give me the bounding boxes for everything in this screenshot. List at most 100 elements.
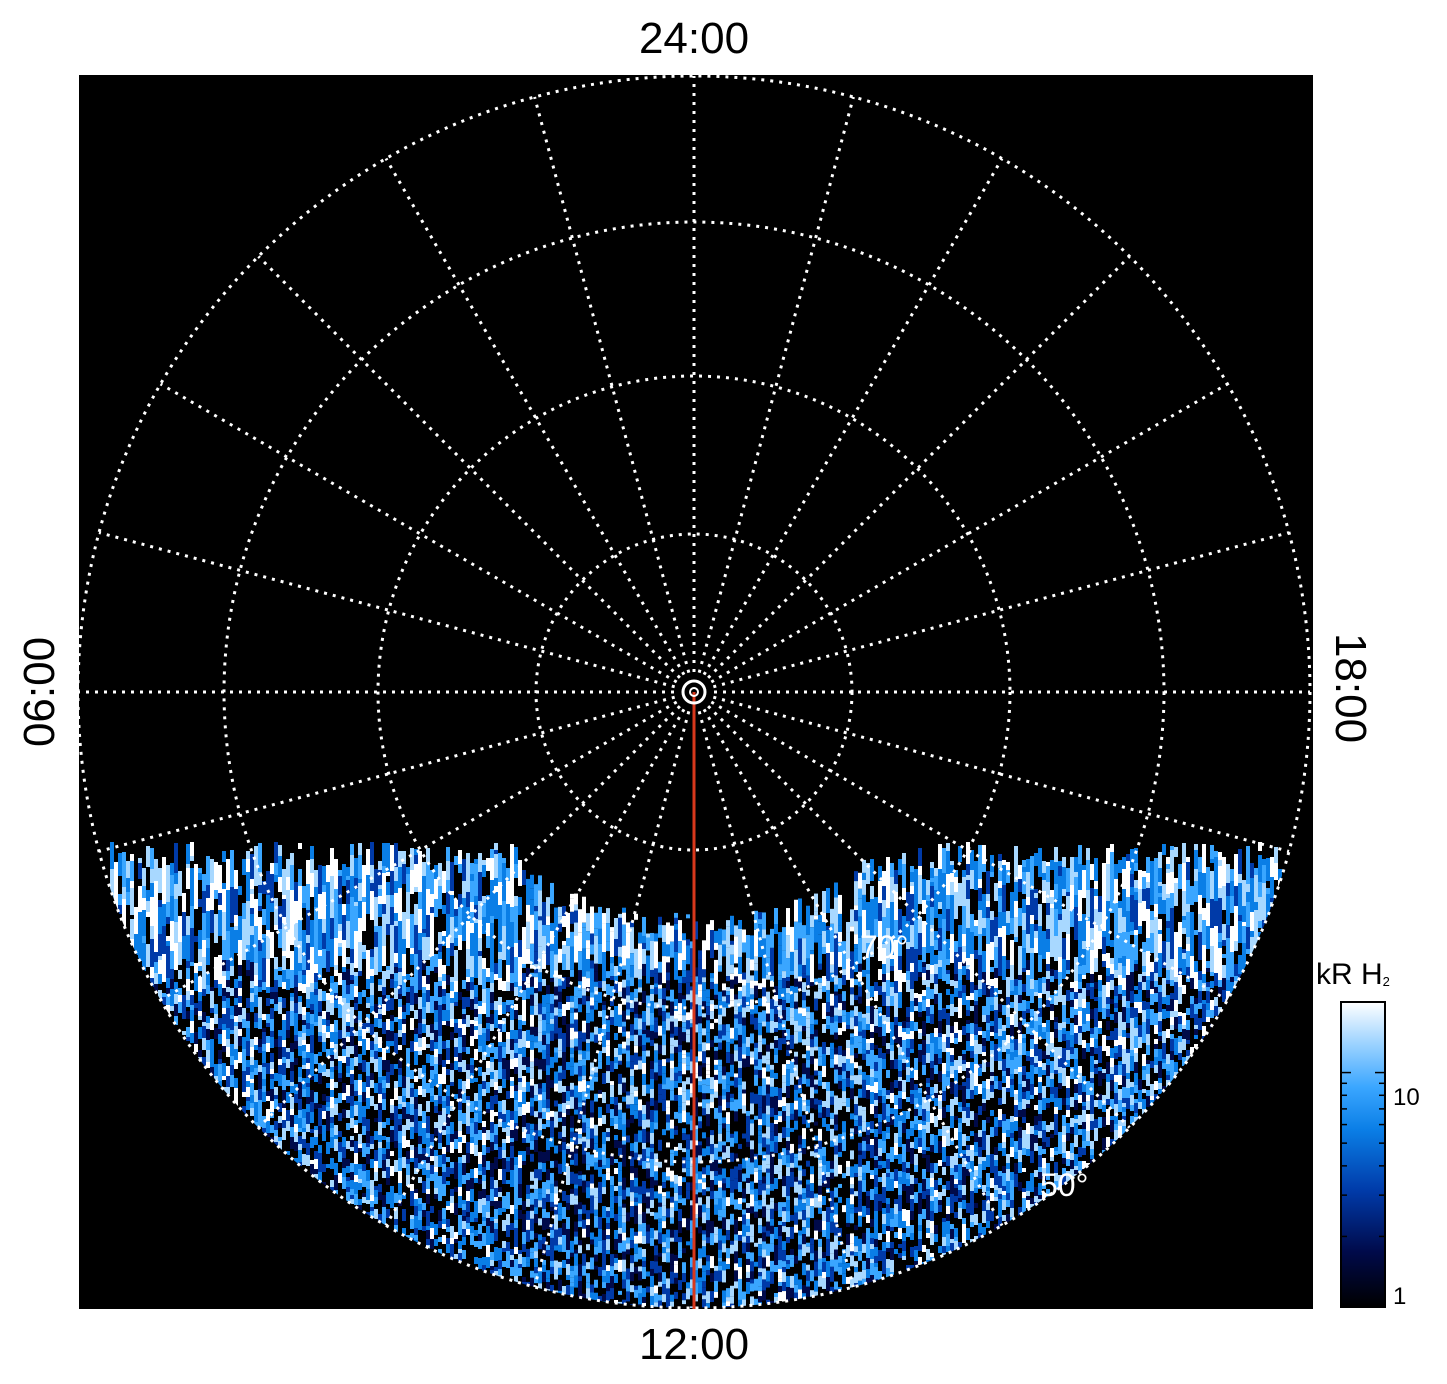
emission-cell xyxy=(422,1210,426,1217)
emission-cell xyxy=(226,882,230,890)
emission-cell xyxy=(574,1231,578,1237)
emission-cell xyxy=(262,1028,266,1032)
emission-cell xyxy=(430,956,434,971)
emission-cell xyxy=(566,1104,570,1109)
emission-cell xyxy=(706,1270,710,1276)
emission-cell xyxy=(406,987,410,992)
emission-cell xyxy=(586,1288,590,1300)
emission-cell xyxy=(534,1058,538,1067)
emission-cell xyxy=(406,1067,410,1077)
emission-cell xyxy=(702,1223,706,1231)
emission-cell xyxy=(394,1136,398,1141)
emission-cell xyxy=(694,921,698,940)
emission-cell xyxy=(166,973,170,978)
emission-cell xyxy=(554,1021,558,1034)
emission-cell xyxy=(410,1115,414,1122)
emission-cell xyxy=(410,1011,414,1018)
emission-cell xyxy=(254,963,258,975)
emission-cell xyxy=(466,853,470,882)
emission-cell xyxy=(346,1187,350,1192)
emission-cell xyxy=(490,1189,494,1201)
emission-cell xyxy=(550,882,554,904)
emission-cell xyxy=(558,1267,562,1275)
emission-cell xyxy=(494,991,498,1001)
emission-cell xyxy=(330,1158,334,1169)
emission-cell xyxy=(534,1042,538,1049)
emission-cell xyxy=(470,1258,474,1267)
emission-cell xyxy=(566,995,570,1002)
emission-cell xyxy=(482,997,486,1003)
emission-cell xyxy=(710,1154,714,1163)
emission-cell xyxy=(326,1012,330,1020)
emission-cell xyxy=(730,1000,734,1007)
emission-cell xyxy=(626,1095,630,1105)
emission-cell xyxy=(430,907,434,913)
emission-cell xyxy=(354,976,358,986)
emission-cell xyxy=(130,854,134,861)
emission-cell xyxy=(654,1171,658,1181)
emission-cell xyxy=(798,976,802,982)
emission-cell xyxy=(638,1247,642,1260)
emission-cell xyxy=(578,1209,582,1215)
emission-cell xyxy=(390,1006,394,1010)
emission-cell xyxy=(538,920,542,947)
emission-cell xyxy=(390,1166,394,1176)
emission-cell xyxy=(762,929,766,939)
emission-cell xyxy=(450,977,454,982)
emission-cell xyxy=(602,1035,606,1048)
emission-cell xyxy=(566,1100,570,1105)
emission-cell xyxy=(650,1237,654,1246)
emission-cell xyxy=(242,1106,246,1116)
emission-cell xyxy=(594,986,598,995)
emission-cell xyxy=(618,1215,622,1228)
emission-cell xyxy=(594,1124,598,1136)
emission-cell xyxy=(554,1218,558,1230)
emission-cell xyxy=(590,1292,594,1304)
emission-cell xyxy=(294,963,298,975)
emission-cell xyxy=(538,982,542,992)
emission-cell xyxy=(234,889,238,915)
emission-cell xyxy=(670,1060,674,1069)
emission-cell xyxy=(594,1157,598,1163)
emission-cell xyxy=(514,1271,518,1276)
emission-cell xyxy=(714,1042,718,1047)
emission-cell xyxy=(234,1078,238,1088)
emission-cell xyxy=(302,1118,306,1128)
emission-cell xyxy=(722,1270,726,1283)
emission-cell xyxy=(478,951,482,956)
emission-cell xyxy=(778,1171,782,1180)
emission-cell xyxy=(786,908,790,936)
emission-cell xyxy=(394,981,398,988)
emission-cell xyxy=(422,1042,426,1050)
emission-cell xyxy=(654,1050,658,1063)
emission-cell xyxy=(378,1128,382,1135)
emission-cell xyxy=(462,859,466,881)
emission-cell xyxy=(378,1009,382,1014)
emission-cell xyxy=(606,1040,610,1046)
emission-cell xyxy=(714,1059,718,1065)
emission-cell xyxy=(590,1032,594,1042)
emission-cell xyxy=(302,903,306,908)
emission-cell xyxy=(434,1095,438,1100)
emission-cell xyxy=(242,1008,246,1019)
emission-cell xyxy=(742,1214,746,1219)
emission-cell xyxy=(466,1163,470,1173)
emission-cell xyxy=(350,984,354,996)
emission-cell xyxy=(730,954,734,965)
emission-cell xyxy=(738,1234,742,1241)
emission-cell xyxy=(526,1262,530,1267)
emission-cell xyxy=(370,1195,374,1201)
emission-cell xyxy=(538,875,542,891)
emission-cell xyxy=(274,969,278,980)
emission-cell xyxy=(482,1096,486,1106)
emission-cell xyxy=(774,1096,778,1108)
emission-cell xyxy=(678,1087,682,1096)
emission-cell xyxy=(490,916,494,923)
emission-cell xyxy=(562,1242,566,1252)
emission-cell xyxy=(474,945,478,954)
emission-cell xyxy=(226,980,230,987)
emission-cell xyxy=(234,979,238,988)
emission-cell xyxy=(710,1233,714,1246)
emission-cell xyxy=(410,1104,414,1115)
emission-cell xyxy=(554,1180,558,1187)
